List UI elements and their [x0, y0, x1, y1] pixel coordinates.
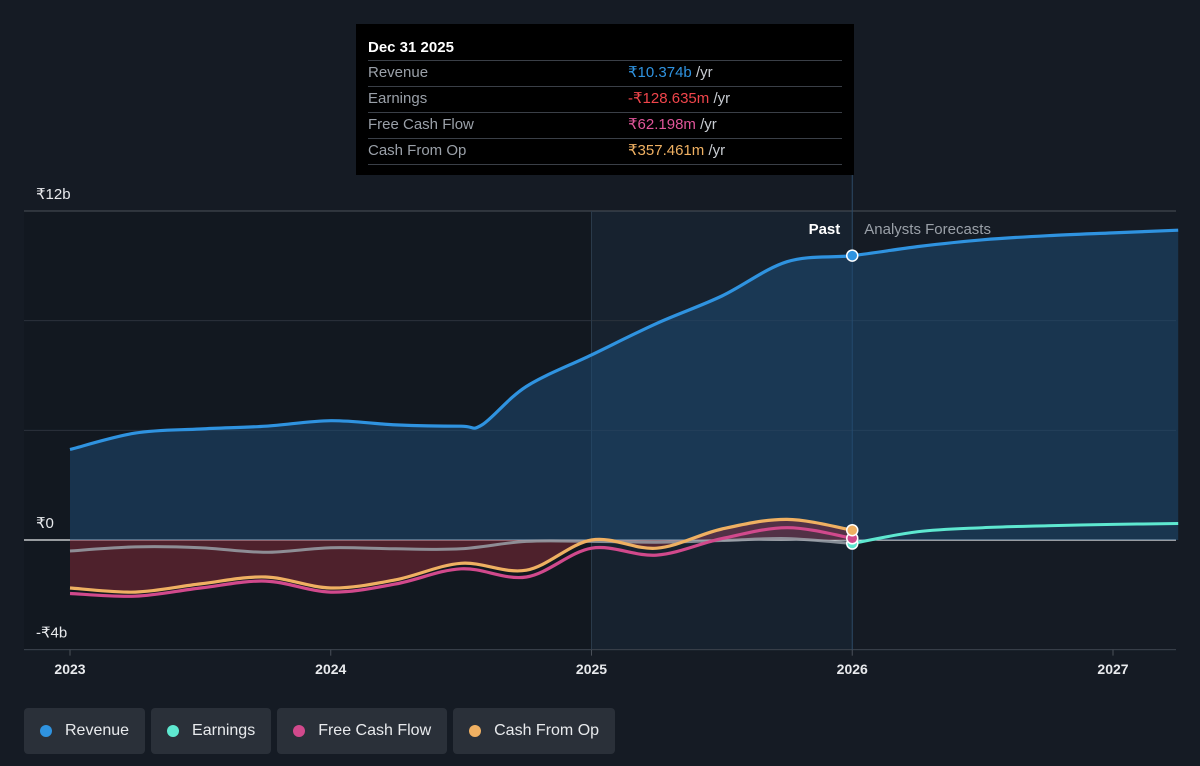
- x-tick-label: 2024: [315, 661, 346, 677]
- forecast-label: Analysts Forecasts: [864, 221, 991, 238]
- legend-item-cash-from-op[interactable]: Cash From Op: [453, 708, 616, 754]
- cash-from-op-line: [69, 517, 853, 594]
- tooltip-value: ₹357.461m /yr: [628, 139, 725, 163]
- tooltip-unit: /yr: [700, 116, 717, 133]
- tooltip-row-revenue: Revenue ₹10.374b /yr: [368, 60, 842, 86]
- legend-label: Earnings: [192, 722, 256, 739]
- chart-areas: [70, 230, 1179, 593]
- legend-item-earnings[interactable]: Earnings: [151, 708, 272, 754]
- y-tick-label: ₹0: [36, 515, 54, 532]
- legend-dot-icon: [40, 725, 52, 737]
- tooltip-row-cash-from-op: Cash From Op ₹357.461m /yr: [368, 138, 842, 165]
- tooltip-value: ₹10.374b /yr: [628, 61, 713, 85]
- tooltip-label: Free Cash Flow: [368, 116, 474, 133]
- legend-label: Cash From Op: [494, 722, 600, 739]
- tooltip-unit: /yr: [708, 142, 726, 159]
- x-tick-label: 2025: [576, 661, 607, 677]
- free-cash-flow-line: [69, 526, 853, 598]
- revenue-line: [69, 228, 1179, 452]
- tooltip-value-number: ₹62.198m: [628, 116, 696, 133]
- tooltip-value-number: -₹128.635m: [628, 90, 710, 107]
- legend-dot-icon: [469, 725, 482, 737]
- chart-legend: Revenue Earnings Free Cash Flow Cash Fro…: [24, 708, 616, 754]
- tooltip-label: Cash From Op: [368, 142, 467, 159]
- earnings-line-forecast: [852, 522, 1179, 545]
- chart-markers: [846, 249, 859, 550]
- tooltip-unit: /yr: [713, 90, 731, 107]
- cash-from-op-marker: [846, 523, 859, 537]
- legend-dot-icon: [167, 725, 180, 737]
- past-label: Past: [809, 221, 841, 238]
- revenue-marker: [846, 249, 859, 262]
- tooltip-date: Dec 31 2025: [368, 39, 454, 56]
- tooltip-value: ₹62.198m /yr: [628, 113, 717, 137]
- tooltip-label: Earnings: [368, 90, 428, 107]
- legend-item-revenue[interactable]: Revenue: [24, 708, 146, 754]
- data-tooltip: Dec 31 2025 Revenue ₹10.374b /yr Earning…: [356, 24, 854, 175]
- tooltip-value: -₹128.635m /yr: [628, 87, 730, 111]
- x-tick-label: 2026: [837, 661, 868, 677]
- tooltip-value-number: ₹357.461m: [628, 142, 705, 159]
- negative-cash-area: [70, 519, 853, 593]
- y-tick-label: -₹4b: [36, 625, 67, 642]
- revenue-area: [70, 230, 1179, 540]
- x-tick-label: 2027: [1097, 661, 1128, 677]
- tooltip-label: Revenue: [368, 64, 429, 81]
- x-tick-label: 2023: [54, 661, 85, 677]
- tooltip-row-free-cash-flow: Free Cash Flow ₹62.198m /yr: [368, 112, 842, 138]
- legend-item-free-cash-flow[interactable]: Free Cash Flow: [277, 708, 448, 754]
- y-tick-label: ₹12b: [36, 186, 71, 203]
- legend-label: Free Cash Flow: [318, 722, 432, 739]
- chart-labels: 2023 2024 2025 2026 2027 ₹12b ₹0 -₹4b Past Analys…: [36, 186, 1129, 677]
- tooltip-row-earnings: Earnings -₹128.635m /yr: [368, 86, 842, 112]
- chart-lines: [69, 228, 1179, 598]
- legend-dot-icon: [293, 725, 306, 737]
- tooltip-value-number: ₹10.374b: [628, 64, 692, 81]
- earnings-line-past: [69, 537, 853, 554]
- legend-label: Revenue: [65, 722, 130, 739]
- tooltip-unit: /yr: [695, 64, 713, 81]
